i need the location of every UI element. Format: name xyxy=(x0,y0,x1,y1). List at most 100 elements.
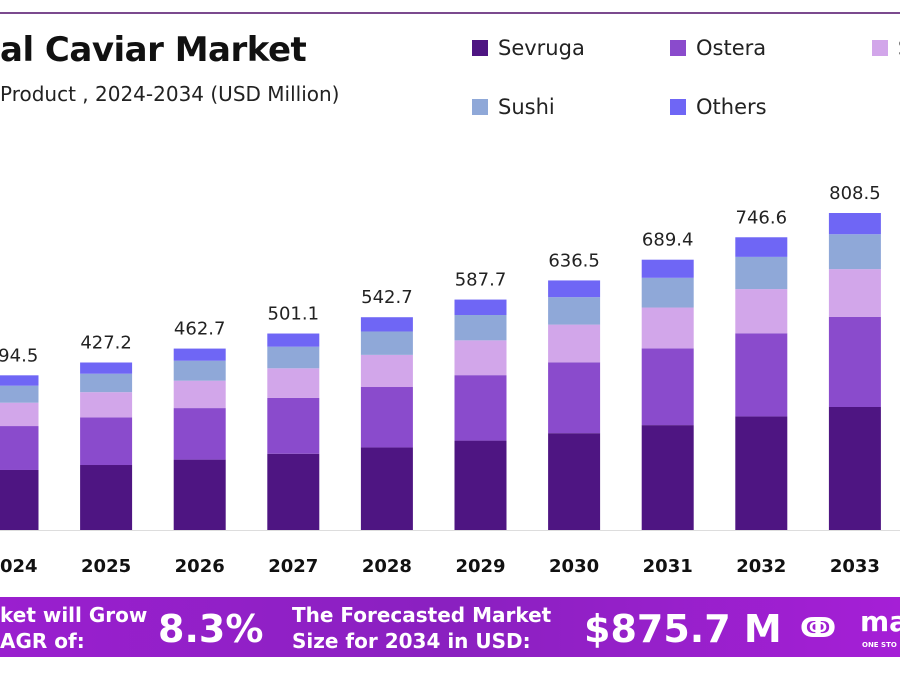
bar-segment-others-2024 xyxy=(0,375,39,386)
bar-total-label: 587.7 xyxy=(455,270,507,291)
x-tick-label: 2025 xyxy=(81,556,131,577)
cagr-text-line: AGR of: xyxy=(0,629,85,653)
logo-tagline: ONE STO xyxy=(862,641,897,649)
bar-segment-others-2030 xyxy=(548,280,601,298)
bar-segment-ostera-2024 xyxy=(0,426,39,470)
legend-swatch xyxy=(872,40,888,56)
forecast-text-line: The Forecasted Market xyxy=(292,603,552,627)
bar-segment-sevruga-2029 xyxy=(454,440,507,530)
bar-segment-sevruga-2025 xyxy=(80,465,133,530)
bar-segment-s-2031 xyxy=(641,307,694,349)
x-tick-label: 2026 xyxy=(175,556,225,577)
legend-label: Sushi xyxy=(498,95,555,119)
bar-segment-sushi-2033 xyxy=(828,234,881,270)
x-tick-label: 2024 xyxy=(0,556,38,577)
x-tick-label: 2028 xyxy=(362,556,412,577)
bar-segment-sushi-2029 xyxy=(454,315,507,341)
bar-segment-ostera-2025 xyxy=(80,417,133,466)
bar-segment-sushi-2025 xyxy=(80,373,133,393)
forecast-text-line: Size for 2034 in USD: xyxy=(292,629,531,653)
bar-segment-s-2030 xyxy=(548,324,601,363)
bar-segment-s-2033 xyxy=(828,269,881,317)
bar-segment-s-2027 xyxy=(267,368,320,398)
bar-segment-sevruga-2030 xyxy=(548,433,601,530)
chart-subtitle: Product , 2024-2034 (USD Million) xyxy=(0,82,340,106)
bar-segment-sushi-2030 xyxy=(548,297,601,325)
bar-segment-sushi-2032 xyxy=(735,256,788,290)
bar-segment-sushi-2027 xyxy=(267,346,320,369)
bar-total-label: 636.5 xyxy=(548,250,600,271)
logo-text: ma xyxy=(860,605,900,638)
bar-segment-sevruga-2024 xyxy=(0,469,39,530)
bar-segment-others-2028 xyxy=(360,317,413,332)
legend-swatch xyxy=(670,40,686,56)
bar-segment-ostera-2027 xyxy=(267,397,320,454)
bar-segment-ostera-2032 xyxy=(735,333,788,417)
bar-segment-s-2024 xyxy=(0,402,39,427)
top-divider xyxy=(0,12,900,14)
legend-swatch xyxy=(472,99,488,115)
summary-banner: ket will Grow AGR of: 8.3% The Forecasted… xyxy=(0,597,900,657)
bar-segment-ostera-2028 xyxy=(360,387,413,448)
bar-segment-sevruga-2033 xyxy=(828,407,881,530)
bar-segment-sevruga-2032 xyxy=(735,416,788,530)
bar-segment-ostera-2030 xyxy=(548,362,601,434)
legend-label: S xyxy=(898,36,900,60)
stacked-bar-chart: 394.5 2024 427.2 2025 462.7 2026 501.1 2027 542.… xyxy=(0,183,900,577)
bar-total-label: 689.4 xyxy=(642,230,694,251)
bar-segment-s-2026 xyxy=(173,380,226,409)
legend-sushi: Sushi xyxy=(472,95,555,119)
chart-title: al Caviar Market xyxy=(0,30,307,70)
bar-total-label: 501.1 xyxy=(268,304,320,325)
bar-segment-sushi-2031 xyxy=(641,277,694,308)
bar-total-label: 542.7 xyxy=(361,287,413,308)
x-tick-label: 2027 xyxy=(268,556,318,577)
bar-segment-s-2025 xyxy=(80,392,133,418)
bar-segment-others-2029 xyxy=(454,299,507,316)
legend-others: Others xyxy=(670,95,767,119)
bar-segment-sushi-2026 xyxy=(173,360,226,381)
legend-label: Sevruga xyxy=(498,36,585,60)
legend-label: Others xyxy=(696,95,767,119)
forecast-text: The Forecasted Market Size for 2034 in US… xyxy=(292,602,551,654)
legend-swatch xyxy=(472,40,488,56)
bar-segment-others-2025 xyxy=(80,362,133,374)
cagr-text-line: ket will Grow xyxy=(0,603,148,627)
bar-segment-sevruga-2031 xyxy=(641,425,694,530)
x-tick-label: 2031 xyxy=(643,556,693,577)
legend-sevruga: Sevruga xyxy=(472,36,585,60)
bar-segment-sevruga-2026 xyxy=(173,459,226,530)
bar-segment-ostera-2026 xyxy=(173,408,226,460)
legend-swatch xyxy=(670,99,686,115)
bar-total-label: 462.7 xyxy=(174,319,226,340)
legend-s: S xyxy=(872,36,900,60)
bar-total-label: 394.5 xyxy=(0,345,38,366)
legend-label: Ostera xyxy=(696,36,767,60)
cagr-value: 8.3% xyxy=(158,607,264,651)
x-tick-label: 2033 xyxy=(830,556,880,577)
bar-total-label: 427.2 xyxy=(80,333,132,354)
bar-segment-others-2027 xyxy=(267,333,320,347)
logo-icon: ↂ xyxy=(800,611,837,644)
bar-segment-s-2029 xyxy=(454,340,507,376)
legend-ostera: Ostera xyxy=(670,36,766,60)
bar-segment-others-2026 xyxy=(173,348,226,361)
x-tick-label: 2032 xyxy=(736,556,786,577)
cagr-text: ket will Grow AGR of: xyxy=(0,602,147,654)
bar-segment-sushi-2024 xyxy=(0,385,39,403)
bar-segment-sushi-2028 xyxy=(360,331,413,355)
bar-segment-others-2032 xyxy=(735,237,788,257)
bar-segment-sevruga-2028 xyxy=(360,447,413,530)
bar-segment-ostera-2031 xyxy=(641,348,694,426)
bar-segment-s-2032 xyxy=(735,289,788,334)
bar-segment-others-2033 xyxy=(828,213,881,235)
bar-segment-sevruga-2027 xyxy=(267,453,320,530)
forecast-value: $875.7 M xyxy=(584,607,782,651)
bar-total-label: 746.6 xyxy=(736,207,788,228)
bar-segment-ostera-2029 xyxy=(454,375,507,441)
bar-segment-ostera-2033 xyxy=(828,316,881,408)
x-tick-label: 2030 xyxy=(549,556,599,577)
bar-segment-others-2031 xyxy=(641,259,694,278)
x-tick-label: 2029 xyxy=(455,556,505,577)
bar-total-label: 808.5 xyxy=(829,183,881,204)
